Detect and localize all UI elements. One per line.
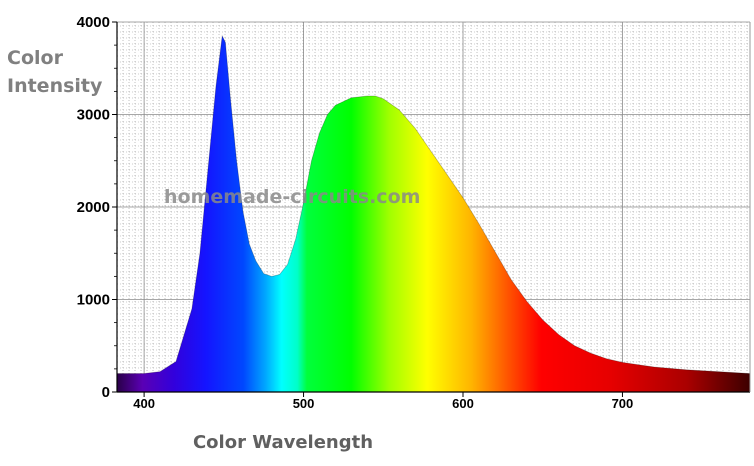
y-tick-label: 2000 <box>77 199 110 216</box>
x-tick-label: 600 <box>452 396 474 411</box>
x-tick-label: 700 <box>612 396 634 411</box>
y-ticks: 0 1000 2000 3000 4000 <box>77 14 117 401</box>
x-ticks: 400 500 600 700 <box>133 392 633 411</box>
y-tick-label: 1000 <box>77 292 110 309</box>
y-tick-label: 3000 <box>77 107 110 124</box>
series-layer <box>117 34 750 392</box>
spectrum-area <box>117 35 750 392</box>
x-tick-label: 500 <box>293 396 315 411</box>
y-tick-label: 4000 <box>77 14 110 31</box>
x-axis-label: Color Wavelength <box>193 432 373 453</box>
spectrum-outline <box>117 34 750 374</box>
watermark: homemade-circuits.com <box>164 186 420 208</box>
y-axis-label-line-1: Color <box>7 47 64 69</box>
y-tick-label: 0 <box>102 384 110 401</box>
y-axis-label-line-2: Intensity <box>7 75 103 97</box>
x-tick-label: 400 <box>133 396 155 411</box>
